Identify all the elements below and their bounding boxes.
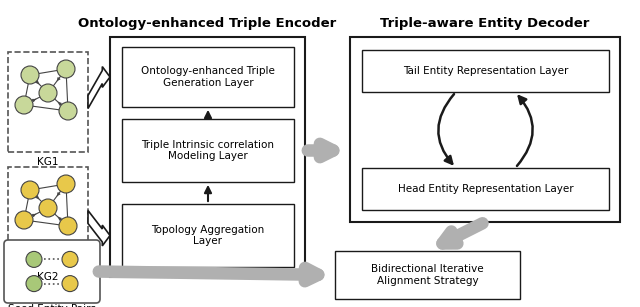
Text: Ontology-enhanced Triple
Generation Layer: Ontology-enhanced Triple Generation Laye… — [141, 66, 275, 88]
FancyBboxPatch shape — [122, 204, 294, 267]
FancyBboxPatch shape — [350, 37, 620, 222]
Text: Topology Aggregation
Layer: Topology Aggregation Layer — [152, 225, 264, 246]
FancyBboxPatch shape — [8, 167, 88, 267]
FancyBboxPatch shape — [4, 240, 100, 303]
Text: Triple-aware Entity Decoder: Triple-aware Entity Decoder — [380, 17, 589, 29]
Circle shape — [39, 199, 57, 217]
FancyBboxPatch shape — [362, 50, 609, 92]
Text: KG2: KG2 — [37, 272, 59, 282]
FancyBboxPatch shape — [362, 168, 609, 210]
FancyBboxPatch shape — [122, 47, 294, 107]
Circle shape — [57, 175, 75, 193]
Text: Head Entity Representation Layer: Head Entity Representation Layer — [397, 184, 573, 194]
Polygon shape — [88, 211, 110, 246]
Circle shape — [59, 217, 77, 235]
Circle shape — [26, 276, 42, 292]
Text: Tail Entity Representation Layer: Tail Entity Representation Layer — [403, 66, 568, 76]
Text: Ontology-enhanced Triple Encoder: Ontology-enhanced Triple Encoder — [78, 17, 337, 29]
Circle shape — [21, 66, 39, 84]
Circle shape — [26, 251, 42, 267]
Text: Triple Intrinsic correlation
Modeling Layer: Triple Intrinsic correlation Modeling La… — [141, 140, 275, 161]
Circle shape — [15, 96, 33, 114]
FancyBboxPatch shape — [335, 251, 520, 299]
Circle shape — [21, 181, 39, 199]
FancyBboxPatch shape — [110, 37, 305, 277]
Circle shape — [62, 251, 78, 267]
Text: Bidirectional Iterative
Alignment Strategy: Bidirectional Iterative Alignment Strate… — [371, 264, 484, 286]
Circle shape — [57, 60, 75, 78]
Circle shape — [39, 84, 57, 102]
FancyBboxPatch shape — [122, 119, 294, 182]
Text: KG1: KG1 — [37, 157, 59, 167]
Polygon shape — [88, 67, 110, 108]
Circle shape — [15, 211, 33, 229]
Text: Seed Entity Pairs: Seed Entity Pairs — [8, 304, 96, 307]
Circle shape — [62, 276, 78, 292]
Circle shape — [59, 102, 77, 120]
FancyBboxPatch shape — [8, 52, 88, 152]
